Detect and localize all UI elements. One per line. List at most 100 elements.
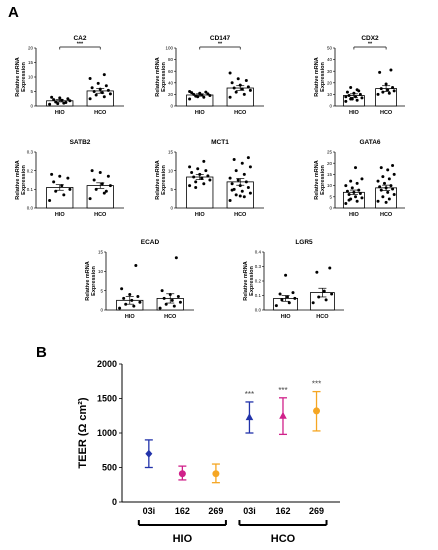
data-point <box>386 168 390 172</box>
data-point <box>196 167 200 171</box>
significance-marker: ** <box>368 42 373 48</box>
y-tick-label: 0 <box>30 104 33 109</box>
y-axis-label: TEER (Ω cm²) <box>77 397 89 468</box>
y-tick-label: 0.0 <box>27 206 34 211</box>
data-point <box>313 407 321 415</box>
x-tick-label: HCO <box>234 212 247 218</box>
plot-title: GATA6 <box>359 139 380 146</box>
y-tick-label: 0.3 <box>255 264 262 269</box>
data-point <box>204 90 208 94</box>
data-point <box>208 178 212 182</box>
data-point <box>120 287 124 291</box>
y-tick-label: 40 <box>168 80 174 85</box>
y-tick-label: 10 <box>327 183 333 188</box>
data-point <box>274 304 278 308</box>
data-point <box>60 184 64 188</box>
teer-plot: 0 500 1000 1500 2000 TEER (Ω cm²) 03i 162 269 03i… <box>77 359 340 545</box>
data-point <box>248 88 252 92</box>
data-point <box>384 82 388 86</box>
bar-plot-gata6: GATA6 0 5 10 15 20 25 Relative mRNA Expression HI… <box>314 139 405 218</box>
data-point <box>188 97 192 101</box>
data-point <box>202 95 206 99</box>
data-point <box>358 92 362 96</box>
plot-title: LGR5 <box>295 239 313 246</box>
y-tick-label: 5 <box>30 89 33 94</box>
group-label: HCO <box>271 533 296 545</box>
data-point <box>345 90 349 94</box>
data-point <box>311 301 315 305</box>
data-point <box>246 185 250 189</box>
data-point <box>100 182 104 186</box>
data-point <box>232 86 236 90</box>
data-point <box>238 83 242 87</box>
significance-marker: ** <box>218 42 223 48</box>
data-point <box>194 180 198 184</box>
data-point <box>204 169 208 173</box>
data-point <box>230 182 234 186</box>
y-tick-label: 80 <box>168 57 174 62</box>
data-point <box>379 87 383 91</box>
y-axis-label: Relative mRNA <box>15 160 21 199</box>
data-point <box>392 89 396 93</box>
data-point <box>104 189 108 193</box>
data-point <box>358 191 362 195</box>
data-point <box>62 193 66 197</box>
data-point <box>90 86 94 90</box>
bar-plot-cdx2: CDX2 0 10 20 30 40 50 Relative mRNA Expression HI… <box>314 35 405 116</box>
data-point <box>52 180 56 184</box>
data-point <box>242 195 246 199</box>
x-tick-label: HCO <box>380 212 393 218</box>
x-tick-label: 269 <box>208 506 223 516</box>
y-tick-label: 1000 <box>97 428 117 438</box>
data-point <box>66 176 70 180</box>
data-point <box>381 90 385 94</box>
y-axis-label: Relative mRNA <box>15 57 21 96</box>
data-point <box>349 85 353 89</box>
data-point <box>349 179 353 183</box>
data-point <box>66 97 70 101</box>
data-point <box>381 195 385 199</box>
y-tick-label: 0.4 <box>255 250 262 255</box>
plot-title: CA2 <box>73 35 86 42</box>
data-point <box>345 189 349 193</box>
data-point <box>206 174 210 178</box>
data-point <box>389 68 393 72</box>
data-point <box>386 190 390 194</box>
data-point <box>284 273 288 277</box>
x-tick-label: HCO <box>316 314 329 320</box>
data-point <box>344 184 348 188</box>
data-point <box>391 187 395 191</box>
y-axis-label: Relative mRNA <box>155 57 161 96</box>
data-point <box>234 169 238 173</box>
x-tick-label: HIO <box>195 110 206 116</box>
data-point <box>118 306 122 310</box>
data-point <box>174 256 178 260</box>
data-point <box>96 81 100 85</box>
data-point <box>200 93 204 97</box>
data-point <box>88 197 92 201</box>
y-tick-label: 10 <box>98 269 104 274</box>
data-point <box>90 169 94 173</box>
y-tick-label: 20 <box>327 161 333 166</box>
data-point <box>378 70 382 74</box>
data-point <box>242 92 246 96</box>
data-point <box>354 195 358 199</box>
data-point <box>60 98 64 102</box>
data-point <box>230 188 234 192</box>
data-point <box>56 102 60 106</box>
y-axis-label: Expression <box>320 165 326 195</box>
y-axis-label: Expression <box>21 62 27 92</box>
y-tick-label: 15 <box>28 60 34 65</box>
significance-marker: *** <box>77 42 84 48</box>
data-point <box>360 96 364 100</box>
data-point <box>98 87 102 91</box>
data-point <box>58 96 62 100</box>
data-point <box>160 289 164 293</box>
data-point <box>145 449 153 458</box>
data-point <box>192 175 196 179</box>
y-tick-label: 0.3 <box>27 150 34 155</box>
data-point <box>234 90 238 94</box>
y-tick-label: 2000 <box>97 359 117 369</box>
data-point <box>106 88 110 92</box>
